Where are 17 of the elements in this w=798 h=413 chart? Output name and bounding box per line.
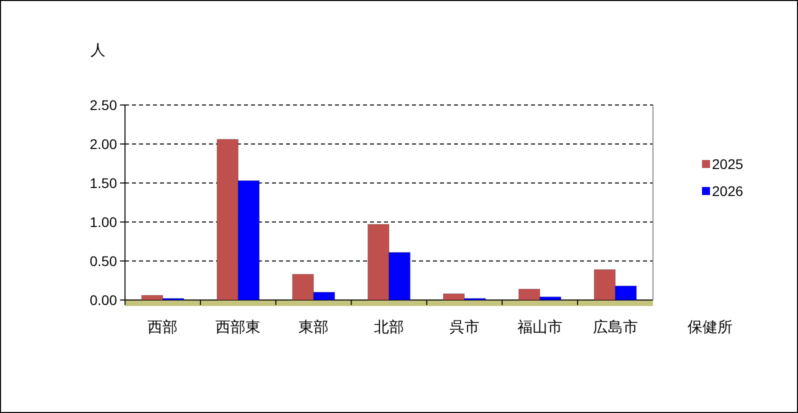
y-tick-label: 2.00 bbox=[90, 136, 118, 152]
x-tick-label: 西部東 bbox=[216, 319, 261, 336]
y-tick-label: 0.00 bbox=[90, 292, 118, 308]
y-tick-label: 1.00 bbox=[90, 214, 118, 230]
y-tick-label: 2.50 bbox=[90, 96, 118, 113]
legend-label: 2025 bbox=[712, 156, 744, 172]
x-tick-label: 広島市 bbox=[592, 319, 638, 336]
x-tick-label: 西部 bbox=[148, 319, 178, 336]
y-axis-title: 人 bbox=[90, 42, 106, 59]
x-tick-label: 福山市 bbox=[517, 319, 562, 336]
x-tick-label: 呉市 bbox=[449, 319, 480, 336]
x-tick-label: 北部 bbox=[374, 319, 404, 336]
legend-label: 2026 bbox=[712, 182, 744, 199]
x-axis-title: 保健所 bbox=[688, 319, 732, 336]
y-tick-label: 1.50 bbox=[90, 174, 118, 191]
y-tick-label: 0.50 bbox=[90, 252, 118, 269]
x-tick-label: 東部 bbox=[298, 319, 329, 336]
